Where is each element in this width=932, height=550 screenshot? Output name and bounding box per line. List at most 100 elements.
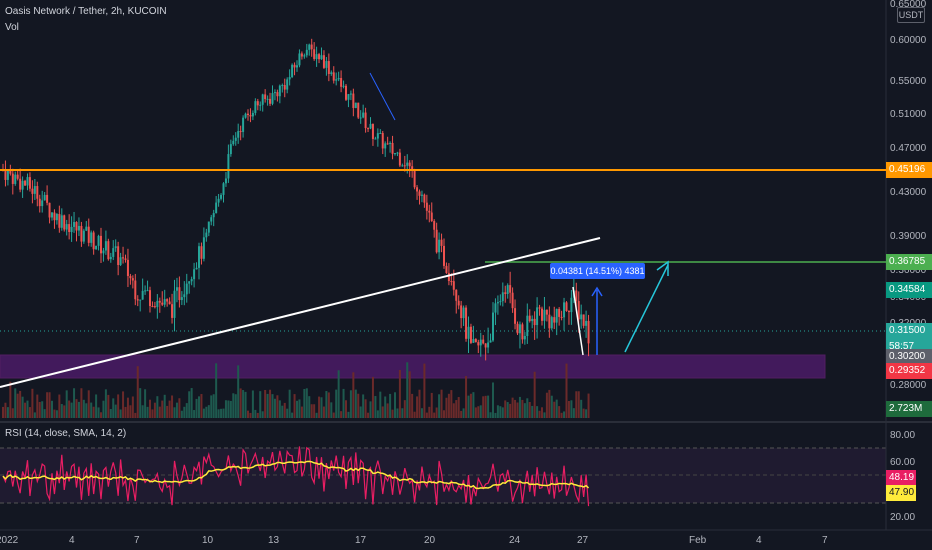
volume-bar: [386, 403, 389, 418]
volume-bar: [136, 366, 139, 418]
volume-bar: [347, 411, 350, 418]
volume-bar: [109, 409, 112, 418]
volume-bar: [367, 412, 370, 418]
blue-trend-segment[interactable]: [369, 72, 396, 121]
measurement-label[interactable]: 0.04381 (14.51%) 4381: [550, 263, 645, 279]
candle-body: [577, 301, 580, 320]
candle-body: [149, 290, 151, 306]
candle-body: [396, 152, 399, 154]
volume-bar: [411, 393, 414, 418]
candle-body: [362, 112, 365, 118]
candle-body: [38, 198, 41, 207]
candle-body: [467, 326, 470, 339]
candle-body: [305, 49, 308, 56]
candle-body: [190, 279, 193, 282]
volume-bar: [325, 391, 328, 418]
volume-bar: [494, 412, 497, 418]
volume-bar: [163, 394, 166, 418]
candle-body: [77, 225, 80, 231]
volume-bar: [6, 407, 9, 418]
candle-body: [85, 226, 88, 231]
candle-body: [447, 272, 450, 282]
volume-bar: [82, 399, 85, 418]
candle-body: [504, 292, 507, 294]
volume-bar: [161, 400, 164, 418]
currency-button[interactable]: USDT: [897, 7, 925, 23]
volume-bar: [68, 400, 71, 418]
candle-body: [166, 299, 169, 302]
volume-bar: [51, 400, 53, 418]
candle-body: [195, 267, 198, 270]
volume-bar: [514, 399, 517, 418]
candle-body: [501, 292, 504, 302]
volume-bar: [511, 397, 514, 418]
volume-bar: [587, 393, 590, 418]
volume-bar: [563, 411, 566, 418]
purple-zone[interactable]: [0, 354, 826, 379]
white-trendline[interactable]: [0, 237, 601, 388]
volume-bar: [528, 401, 531, 418]
candle-body: [281, 85, 284, 87]
candle-body: [43, 194, 46, 201]
volume-bar: [19, 390, 22, 418]
volume-bar: [234, 394, 237, 418]
candle-body: [558, 308, 561, 317]
candle-body: [46, 194, 49, 203]
price-tick-label: 0.43000: [890, 187, 927, 198]
candle-body: [26, 177, 29, 186]
volume-bar: [14, 388, 17, 418]
symbol-title[interactable]: Oasis Network / Tether, 2h, KUCOIN: [5, 6, 167, 17]
price-tick-label: 0.51000: [890, 109, 927, 120]
candle-body: [112, 248, 115, 257]
volume-bar: [357, 393, 360, 418]
candle-body: [428, 210, 431, 213]
price-tick-label: 0.65000: [890, 0, 927, 10]
volume-label[interactable]: Vol: [5, 22, 19, 33]
candle-body: [318, 54, 321, 60]
candle-body: [65, 224, 68, 230]
candle-body: [536, 307, 539, 326]
volume-bar: [190, 388, 193, 418]
candle-body: [462, 307, 465, 319]
volume-bar: [126, 397, 129, 418]
candle-body: [24, 180, 27, 186]
volume-bar: [335, 389, 338, 418]
candle-body: [134, 280, 137, 300]
candle-body: [9, 170, 12, 174]
volume-bar: [75, 399, 78, 418]
volume-bar: [369, 401, 372, 418]
time-tick-label: 10: [202, 535, 214, 546]
rsi-tick-label: 80.00: [890, 430, 915, 441]
candle-body: [386, 143, 389, 145]
volume-bar: [261, 411, 264, 418]
candle-body: [487, 342, 490, 348]
candle-body: [153, 306, 156, 308]
candle-body: [526, 315, 529, 336]
candle-body: [51, 212, 53, 218]
candle-body: [48, 202, 51, 218]
volume-bar: [315, 412, 318, 418]
candle-body: [357, 102, 360, 118]
projection-arrow-line[interactable]: [624, 264, 669, 353]
volume-bar: [4, 402, 7, 418]
candle-body: [144, 290, 147, 292]
candle-body: [109, 256, 112, 260]
candle-body: [567, 311, 570, 313]
volume-bar: [305, 388, 308, 418]
time-tick-label: 27: [577, 535, 589, 546]
candle-body: [492, 312, 494, 341]
candle-body: [234, 137, 237, 141]
volume-bar: [423, 363, 426, 418]
volume-bar: [523, 403, 526, 418]
candle-body: [533, 318, 536, 326]
volume-bar: [555, 399, 558, 418]
candle-body: [401, 165, 404, 167]
volume-bar: [104, 389, 107, 418]
volume-bar: [151, 409, 154, 418]
rsi-label[interactable]: RSI (14, close, SMA, 14, 2): [5, 428, 127, 439]
time-axis[interactable]: 2022 4 7 10 13 17 20 24 27 Feb 4 7: [0, 535, 828, 546]
volume-bar: [533, 371, 536, 418]
candle-body: [198, 246, 200, 268]
volume-bar: [87, 390, 90, 418]
